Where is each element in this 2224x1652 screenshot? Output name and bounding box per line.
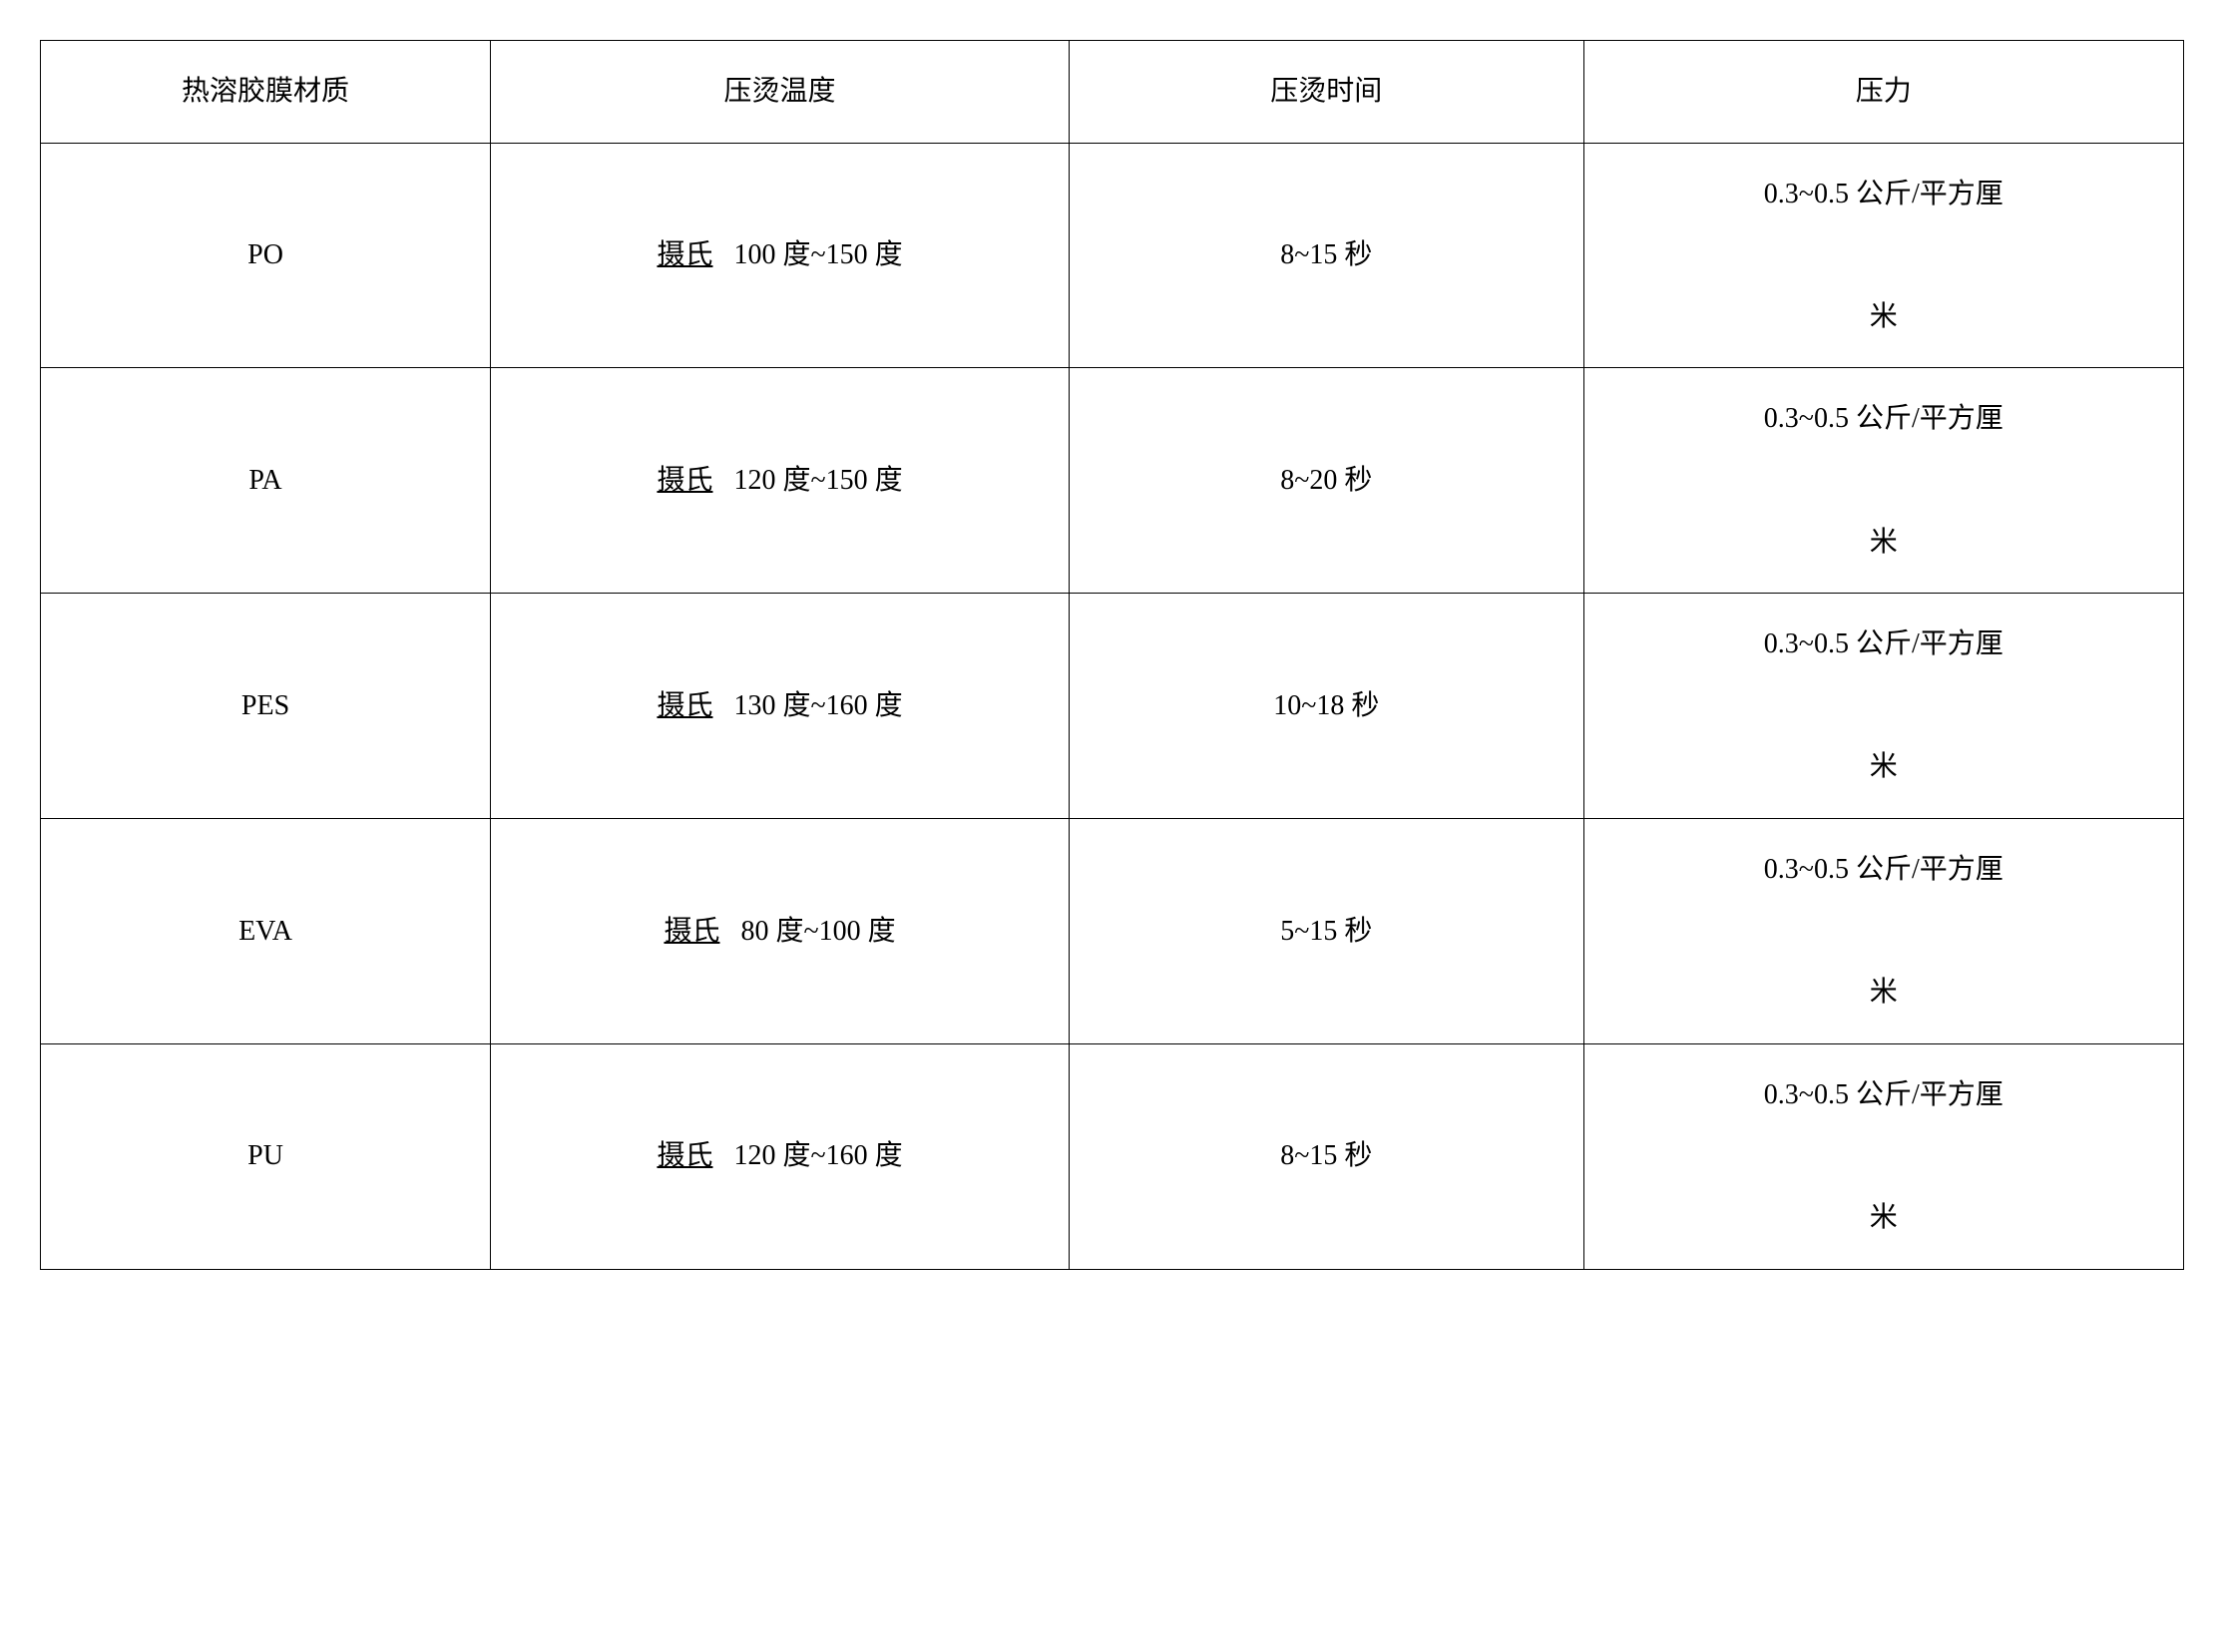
col-header-pressure: 压力 <box>1583 41 2183 144</box>
temp-prefix: 摄氏 <box>657 690 712 721</box>
cell-pressure: 0.3~0.5 公斤/平方厘 米 <box>1583 143 2183 368</box>
cell-material: PA <box>41 368 491 594</box>
cell-time: 8~15 秒 <box>1070 143 1584 368</box>
cell-pressure: 0.3~0.5 公斤/平方厘 米 <box>1583 1043 2183 1269</box>
temp-prefix: 摄氏 <box>657 1140 712 1171</box>
col-header-material: 热溶胶膜材质 <box>41 41 491 144</box>
pressure-line1: 0.3~0.5 公斤/平方厘 <box>1764 628 2003 659</box>
cell-material: PU <box>41 1043 491 1269</box>
cell-temperature: 摄氏 80 度~100 度 <box>491 818 1070 1043</box>
temp-range: 120 度~160 度 <box>733 1140 902 1171</box>
pressure-line1: 0.3~0.5 公斤/平方厘 <box>1764 403 2003 434</box>
temp-prefix: 摄氏 <box>657 239 712 270</box>
temp-range: 80 度~100 度 <box>740 916 895 947</box>
table-row: EVA 摄氏 80 度~100 度 5~15 秒 0.3~0.5 公斤/平方厘 … <box>41 818 2184 1043</box>
cell-time: 5~15 秒 <box>1070 818 1584 1043</box>
pressure-line1: 0.3~0.5 公斤/平方厘 <box>1764 179 2003 209</box>
cell-material: PES <box>41 594 491 819</box>
parameters-table: 热溶胶膜材质 压烫温度 压烫时间 压力 PO 摄氏 100 度~150 度 8~… <box>40 40 2184 1270</box>
table-row: PO 摄氏 100 度~150 度 8~15 秒 0.3~0.5 公斤/平方厘 … <box>41 143 2184 368</box>
cell-pressure: 0.3~0.5 公斤/平方厘 米 <box>1583 594 2183 819</box>
cell-pressure: 0.3~0.5 公斤/平方厘 米 <box>1583 368 2183 594</box>
temp-prefix: 摄氏 <box>664 916 719 947</box>
pressure-line2: 米 <box>1870 301 1898 332</box>
cell-temperature: 摄氏 120 度~150 度 <box>491 368 1070 594</box>
cell-temperature: 摄氏 120 度~160 度 <box>491 1043 1070 1269</box>
table-row: PES 摄氏 130 度~160 度 10~18 秒 0.3~0.5 公斤/平方… <box>41 594 2184 819</box>
cell-time: 8~20 秒 <box>1070 368 1584 594</box>
cell-temperature: 摄氏 130 度~160 度 <box>491 594 1070 819</box>
temp-prefix: 摄氏 <box>657 465 712 496</box>
col-header-temperature: 压烫温度 <box>491 41 1070 144</box>
table-header-row: 热溶胶膜材质 压烫温度 压烫时间 压力 <box>41 41 2184 144</box>
col-header-time: 压烫时间 <box>1070 41 1584 144</box>
pressure-line2: 米 <box>1870 977 1898 1008</box>
pressure-line1: 0.3~0.5 公斤/平方厘 <box>1764 854 2003 885</box>
table-row: PU 摄氏 120 度~160 度 8~15 秒 0.3~0.5 公斤/平方厘 … <box>41 1043 2184 1269</box>
cell-temperature: 摄氏 100 度~150 度 <box>491 143 1070 368</box>
table-body: PO 摄氏 100 度~150 度 8~15 秒 0.3~0.5 公斤/平方厘 … <box>41 143 2184 1269</box>
temp-range: 130 度~160 度 <box>733 690 902 721</box>
pressure-line2: 米 <box>1870 751 1898 782</box>
pressure-line2: 米 <box>1870 527 1898 558</box>
cell-time: 10~18 秒 <box>1070 594 1584 819</box>
table-row: PA 摄氏 120 度~150 度 8~20 秒 0.3~0.5 公斤/平方厘 … <box>41 368 2184 594</box>
cell-material: PO <box>41 143 491 368</box>
temp-range: 120 度~150 度 <box>733 465 902 496</box>
cell-pressure: 0.3~0.5 公斤/平方厘 米 <box>1583 818 2183 1043</box>
cell-time: 8~15 秒 <box>1070 1043 1584 1269</box>
temp-range: 100 度~150 度 <box>733 239 902 270</box>
cell-material: EVA <box>41 818 491 1043</box>
pressure-line2: 米 <box>1870 1202 1898 1233</box>
pressure-line1: 0.3~0.5 公斤/平方厘 <box>1764 1079 2003 1110</box>
